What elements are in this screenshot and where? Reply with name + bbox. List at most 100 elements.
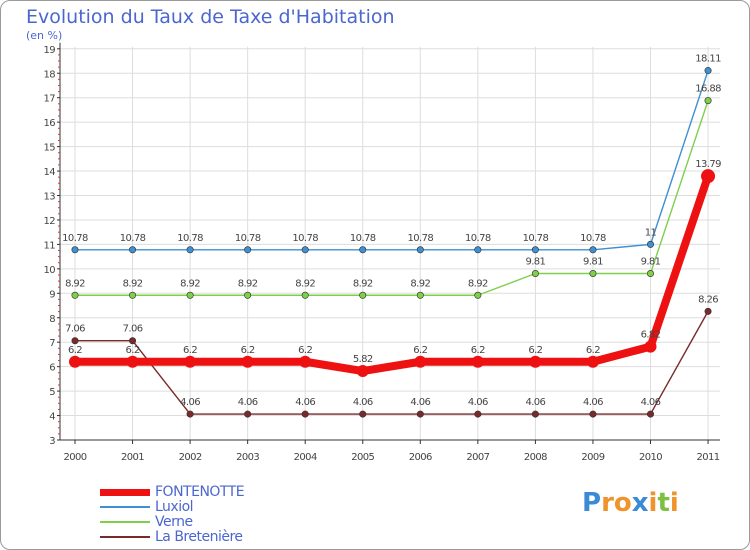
data-label-la-bretenière: 4.06 [180, 397, 200, 408]
data-point-luxiol [186, 246, 194, 254]
data-point-verne [244, 291, 252, 299]
y-tick-label: 3 [49, 436, 55, 447]
data-label-fontenotte: 6.2 [298, 345, 312, 356]
data-label-la-bretenière: 4.06 [525, 397, 545, 408]
x-tick-label: 2004 [294, 452, 317, 463]
data-point-la-bretenière [129, 337, 137, 345]
data-point-fontenotte [356, 365, 369, 378]
data-label-fontenotte: 6.2 [528, 345, 542, 356]
x-tick-label: 2001 [121, 452, 144, 463]
x-tick-label: 2006 [409, 452, 432, 463]
data-point-la-bretenière [71, 337, 79, 345]
legend-label-la-bretenière: La Bretenière [155, 529, 243, 545]
y-tick-label: 9 [49, 289, 55, 300]
data-label-la-bretenière: 4.06 [468, 397, 488, 408]
data-label-fontenotte: 6.2 [68, 345, 82, 356]
data-label-verne: 8.92 [123, 278, 143, 289]
data-point-la-bretenière [301, 410, 309, 418]
data-label-fontenotte: 6.2 [183, 345, 197, 356]
data-point-fontenotte [184, 355, 197, 368]
x-tick-label: 2008 [524, 452, 547, 463]
data-label-luxiol: 10.78 [523, 233, 549, 244]
data-label-la-bretenière: 4.06 [583, 397, 603, 408]
data-point-verne [359, 291, 367, 299]
data-point-luxiol [129, 246, 137, 254]
data-point-luxiol [416, 246, 424, 254]
legend-label-verne: Verne [155, 514, 193, 530]
data-label-luxiol: 10.78 [120, 233, 146, 244]
data-label-verne: 9.81 [525, 256, 545, 267]
data-point-fontenotte [241, 355, 254, 368]
data-point-verne [416, 291, 424, 299]
y-tick-label: 16 [43, 118, 55, 129]
data-label-luxiol: 10.78 [350, 233, 376, 244]
data-point-luxiol [359, 246, 367, 254]
x-tick-label: 2007 [466, 452, 489, 463]
data-label-fontenotte: 6.82 [641, 330, 661, 341]
data-label-fontenotte: 6.2 [471, 345, 485, 356]
legend-item-fontenotte: FONTENOTTE [100, 484, 340, 500]
data-point-fontenotte [644, 340, 657, 353]
data-point-luxiol [244, 246, 252, 254]
data-label-luxiol: 10.78 [580, 233, 606, 244]
y-tick-label: 19 [43, 45, 55, 56]
legend-item-verne: Verne [100, 514, 340, 530]
y-tick-label: 15 [43, 143, 55, 154]
data-point-fontenotte [414, 355, 427, 368]
data-point-verne [474, 291, 482, 299]
legend-item-luxiol: Luxiol [100, 499, 340, 515]
data-label-fontenotte: 6.2 [586, 345, 600, 356]
data-label-luxiol: 10.78 [177, 233, 203, 244]
data-label-fontenotte: 6.2 [125, 345, 139, 356]
data-label-luxiol: 10.78 [292, 233, 318, 244]
data-point-verne [301, 291, 309, 299]
data-point-luxiol [301, 246, 309, 254]
logo-letter: t [657, 488, 670, 518]
series-line-verne [74, 99, 709, 296]
data-point-la-bretenière [589, 410, 597, 418]
data-point-luxiol [531, 246, 539, 254]
y-tick-label: 7 [49, 338, 55, 349]
data-label-la-bretenière: 4.06 [410, 397, 430, 408]
data-label-fontenotte: 5.82 [353, 354, 373, 365]
series-line-luxiol [74, 69, 709, 251]
data-point-luxiol [589, 246, 597, 254]
data-point-luxiol [71, 246, 79, 254]
y-tick-label: 17 [43, 94, 55, 105]
data-point-verne [186, 291, 194, 299]
y-tick-label: 11 [43, 240, 55, 251]
x-tick-label: 2009 [581, 452, 604, 463]
data-label-luxiol: 11 [645, 227, 657, 238]
y-tick-label: 12 [43, 216, 55, 227]
data-label-verne: 8.92 [180, 278, 200, 289]
data-point-fontenotte [69, 355, 81, 368]
data-label-fontenotte: 13.79 [695, 159, 721, 170]
logo-letter: i [669, 488, 679, 518]
data-label-luxiol: 10.78 [407, 233, 433, 244]
x-tick-label: 2011 [697, 452, 720, 463]
data-label-la-bretenière: 7.06 [65, 324, 85, 335]
x-tick-label: 2003 [236, 452, 259, 463]
data-label-verne: 8.92 [65, 278, 85, 289]
data-label-verne: 16.88 [695, 84, 721, 95]
data-point-fontenotte [529, 355, 542, 368]
data-label-verne: 8.92 [238, 278, 258, 289]
data-point-la-bretenière [474, 410, 482, 418]
data-point-la-bretenière [244, 410, 252, 418]
data-point-fontenotte [299, 355, 312, 368]
logo-letter: x [631, 488, 649, 518]
data-label-verne: 8.92 [295, 278, 315, 289]
y-tick-label: 6 [49, 363, 55, 374]
data-label-verne: 9.81 [641, 256, 661, 267]
data-point-luxiol [646, 240, 654, 248]
data-label-verne: 9.81 [583, 256, 603, 267]
data-label-la-bretenière: 4.06 [238, 397, 258, 408]
y-tick-label: 10 [43, 265, 55, 276]
x-tick-label: 2000 [63, 452, 86, 463]
data-point-fontenotte [126, 355, 139, 368]
data-point-verne [71, 291, 79, 299]
y-tick-label: 5 [49, 387, 55, 398]
proxiti-logo: Proxiti [582, 488, 679, 518]
y-tick-label: 18 [43, 69, 55, 80]
